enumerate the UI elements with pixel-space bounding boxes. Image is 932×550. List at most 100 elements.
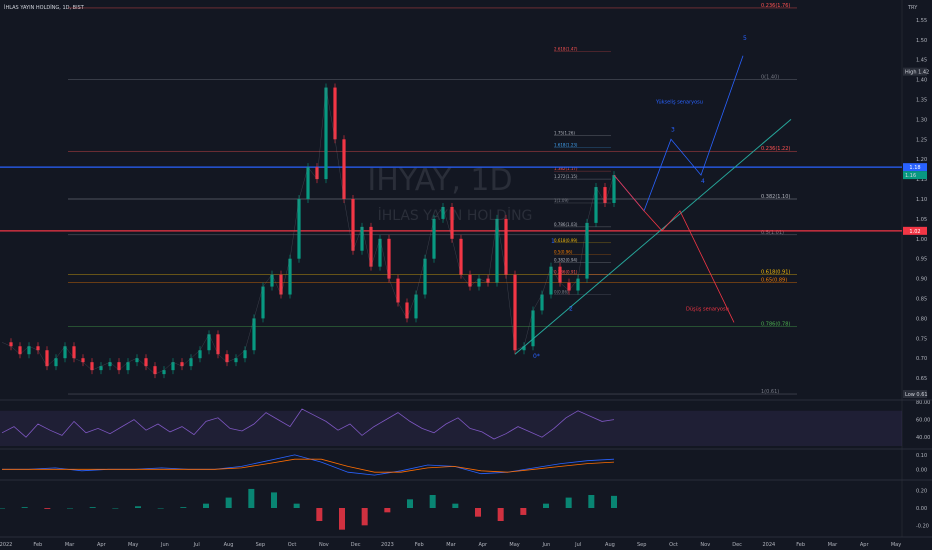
osc-bar: [21, 507, 28, 508]
support-price-tag: [903, 226, 927, 235]
time-axis-label: Apr: [478, 542, 488, 548]
price-tick-label: 0.95: [916, 257, 927, 263]
ext-level-label: 1.382(1.17): [554, 166, 578, 171]
candle: [342, 139, 346, 199]
candle: [315, 167, 319, 180]
candle: [45, 350, 49, 367]
scenario-down-path: [613, 174, 735, 323]
candle: [396, 278, 400, 303]
time-axis-label: Jun: [160, 542, 169, 548]
candle: [324, 87, 328, 180]
osc-tick: 0.20: [916, 489, 927, 495]
candle: [423, 258, 427, 295]
osc-bar: [293, 503, 300, 508]
rsi-pane-tick: 40.00: [916, 435, 930, 441]
candle: [333, 87, 337, 140]
price-tick-label: 1.05: [916, 217, 927, 223]
time-axis-label: May: [128, 542, 138, 548]
time-axis-label: Aug: [605, 542, 615, 548]
time-axis-label: Mar: [65, 542, 75, 548]
osc-bar: [407, 499, 413, 508]
fib-level-label: 1(0.61): [761, 389, 779, 395]
wave-label: 0*: [533, 353, 540, 360]
fib-level-label: 0.382(1.10): [761, 194, 790, 200]
osc-bar: [565, 497, 572, 508]
osc-bar: [89, 507, 96, 508]
osc-bar: [543, 503, 549, 508]
price-tick-label: 0.75: [916, 336, 927, 342]
candle: [198, 350, 202, 359]
price-tick-label: 0.85: [916, 297, 927, 303]
time-axis-label: Nov: [700, 542, 710, 548]
osc-bar: [497, 508, 504, 521]
ext-level-label: 0.5(0.96): [554, 250, 573, 255]
price-tick-label: 1.20: [916, 157, 927, 163]
osc-tick: 0.00: [916, 506, 927, 512]
candle: [414, 294, 418, 319]
candle: [567, 282, 571, 291]
candle: [72, 346, 76, 359]
candle: [108, 362, 112, 367]
ext-level-label: 0.382(0.94): [554, 258, 578, 263]
candle: [549, 266, 553, 295]
price-tick-label: 1.15: [916, 177, 927, 183]
price-tick-label: 1.45: [916, 58, 927, 64]
candle: [450, 206, 454, 239]
time-axis-label: Feb: [796, 542, 805, 548]
time-axis-label: Apr: [860, 542, 870, 548]
rsi-pane[interactable]: 80.00 60.00 40.00: [0, 400, 930, 446]
candle: [279, 274, 283, 295]
price-tick-label: 1.35: [916, 98, 927, 104]
ext-level-label: 1(1.09): [554, 198, 569, 203]
candle: [36, 346, 40, 351]
main-price-pane[interactable]: 1.55 1.50 1.45 1.40 1.35 1.30 1.25 1.20 1.15 1.10…: [0, 0, 929, 537]
time-axis-label: 2023: [381, 542, 394, 548]
macd-pane-tick: 0.00: [916, 467, 927, 473]
price-path: [1, 87, 615, 375]
time-axis-label: Jul: [574, 542, 581, 548]
price-tick-label: 0.90: [916, 277, 927, 283]
fib-level-label: 0(1.40): [761, 75, 779, 81]
rsi-line: [1, 408, 615, 440]
osc-bar: [157, 508, 164, 509]
wave-label: 2: [569, 305, 573, 312]
osc-bar: [316, 508, 323, 521]
side-tag: [903, 390, 927, 399]
price-tick-label: 1.55: [916, 18, 927, 24]
candle: [189, 358, 193, 367]
oscillator-pane[interactable]: 0.20 0.00 -0.20: [0, 489, 929, 530]
candle: [18, 346, 22, 355]
osc-bar: [248, 488, 255, 508]
time-axis[interactable]: 2022 Feb Mar Apr May Jun Jul Aug Sep Oct Nov Dec 202…: [0, 542, 901, 548]
candle: [117, 362, 121, 371]
price-tick-label: 1.00: [916, 237, 927, 243]
candle: [369, 226, 373, 267]
ext-level-label: 1.272(1.15): [554, 174, 578, 179]
candle: [540, 294, 544, 311]
candle: [441, 206, 445, 219]
fib-level-label: 0.65(0.89): [761, 278, 787, 284]
candle: [576, 278, 580, 291]
wave-label: 1: [551, 238, 555, 245]
macd-pane[interactable]: 0.10 0.00: [2, 453, 927, 476]
ext-level-label: 2.618(1.47): [554, 47, 578, 52]
candle: [288, 258, 292, 295]
price-tick-label: 1.25: [916, 137, 927, 143]
time-axis-label: Feb: [33, 542, 42, 548]
osc-bar: [588, 495, 595, 508]
candle: [99, 366, 103, 371]
candle: [486, 278, 490, 283]
price-tick-label: 1.10: [916, 197, 927, 203]
side-tag: [903, 67, 927, 76]
trendline: [514, 119, 792, 355]
candle: [261, 286, 265, 319]
candle: [126, 362, 130, 371]
price-tick-label: 1.40: [916, 78, 927, 84]
candle: [135, 358, 139, 363]
osc-bar: [452, 503, 459, 508]
candle: [531, 310, 535, 347]
time-axis-label: Oct: [288, 542, 297, 548]
price-tick-label: 0.80: [916, 316, 927, 322]
